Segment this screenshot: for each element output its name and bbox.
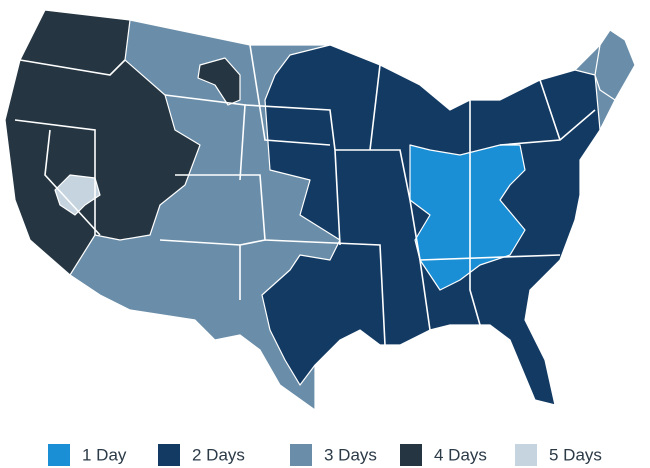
legend-swatch bbox=[400, 444, 422, 466]
zone-1-day bbox=[409, 144, 526, 291]
legend-label: 4 Days bbox=[434, 445, 487, 464]
legend-swatch bbox=[290, 444, 312, 466]
zone-3-days bbox=[594, 29, 636, 101]
legend-label: 3 Days bbox=[324, 445, 377, 464]
state-lines bbox=[14, 44, 596, 346]
legend-label: 1 Day bbox=[82, 445, 127, 464]
legend-label: 2 Days bbox=[192, 445, 245, 464]
zone-5-days bbox=[54, 174, 101, 216]
zone-4-days bbox=[4, 9, 201, 276]
zone-4-days bbox=[197, 57, 241, 106]
legend-label: 5 Days bbox=[549, 445, 602, 464]
legend: 1 Day 2 Days 3 Days 4 Days 5 Days bbox=[48, 444, 602, 466]
legend-swatch bbox=[158, 444, 180, 466]
legend-swatch bbox=[48, 444, 70, 466]
legend-swatch bbox=[515, 444, 537, 466]
